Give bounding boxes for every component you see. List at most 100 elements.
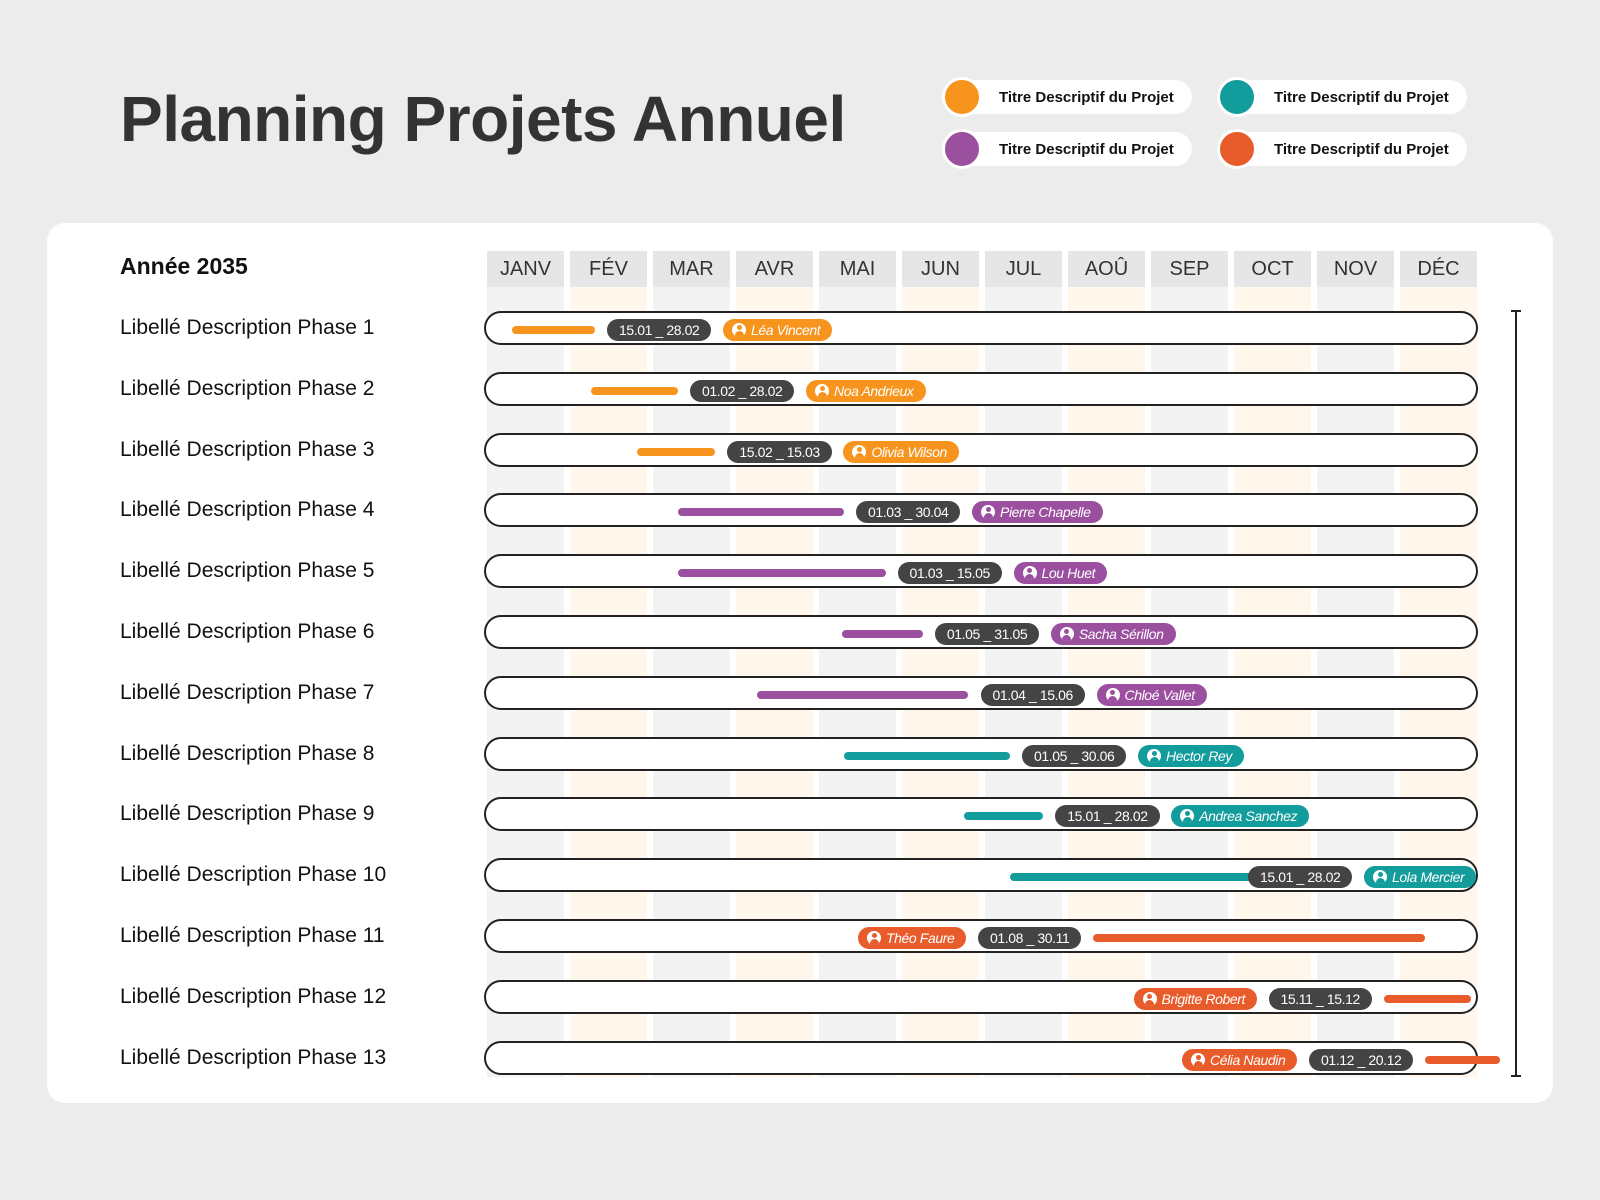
gantt-bar[interactable] [678, 508, 844, 517]
user-icon [981, 505, 995, 520]
assignee-name: Lola Mercier [1392, 869, 1465, 886]
gantt-bar[interactable] [1010, 873, 1255, 882]
assignee-name: Théo Faure [886, 930, 955, 946]
assignee-tag: Andrea Sanchez [1171, 805, 1310, 828]
date-range-tag: 01.05 _ 31.05 [934, 623, 1040, 645]
date-range-tag: 01.04 _ 15.06 [980, 683, 1085, 706]
phase-label: Libellé Description Phase 12 [120, 984, 387, 1008]
month-header: NOV [1317, 251, 1394, 287]
assignee-name: Olivia Wilson [871, 443, 947, 460]
gantt-row[interactable]: 15.01 _ 28.02 Andrea Sanchez [484, 797, 1478, 832]
month-header: MAR [653, 251, 730, 287]
assignee-name: Lou Huet [1041, 565, 1096, 582]
month-header: SEP [1151, 251, 1228, 287]
date-range-tag: 01.02 _ 28.02 [690, 379, 795, 402]
month-header: JANV [487, 251, 564, 287]
gantt-bar[interactable] [1383, 994, 1471, 1003]
page-title: Planning Projets Annuel [120, 83, 846, 155]
gantt-row[interactable]: 15.01 _ 28.02 Lola Mercier [484, 858, 1478, 893]
user-icon [867, 931, 881, 945]
phase-label: Libellé Description Phase 13 [120, 1045, 387, 1069]
phase-label: Libellé Description Phase 4 [120, 498, 375, 522]
gantt-bar[interactable] [590, 386, 678, 395]
user-icon [1059, 627, 1074, 641]
gantt-row[interactable]: 15.11 _ 15.12 Brigitte Robert [484, 979, 1478, 1014]
date-range-tag: 15.01 _ 28.02 [1248, 866, 1353, 889]
phase-label: Libellé Description Phase 11 [120, 924, 385, 947]
legend-label: Titre Descriptif du Projet [999, 88, 1174, 106]
phase-label: Libellé Description Phase 6 [120, 620, 375, 643]
assignee-name: Célia Naudin [1210, 1051, 1286, 1068]
legend-label: Titre Descriptif du Projet [1274, 88, 1449, 106]
legend-item-purple: Titre Descriptif du Projet [942, 129, 1192, 169]
gantt-bar[interactable] [842, 630, 923, 638]
legend-item-red: Titre Descriptif du Projet [1217, 129, 1467, 169]
gantt-bar[interactable] [512, 326, 595, 334]
assignee-name: Sacha Sérillon [1078, 626, 1164, 642]
assignee-tag: Chloé Vallet [1096, 683, 1207, 706]
user-icon [1191, 1052, 1205, 1067]
gantt-row[interactable]: 01.02 _ 28.02 Noa Andrieux [484, 371, 1478, 406]
phase-label: Libellé Description Phase 7 [120, 680, 375, 704]
user-icon [1022, 566, 1037, 581]
scale-cap-top [1511, 310, 1521, 312]
legend-dot-red [1217, 129, 1257, 169]
phase-label: Libellé Description Phase 2 [120, 376, 375, 400]
gantt-bar[interactable] [636, 447, 716, 456]
gantt-row[interactable]: 01.05 _ 30.06 Hector Rey [484, 736, 1478, 771]
legend-label: Titre Descriptif du Projet [999, 140, 1174, 158]
gantt-bar[interactable] [678, 569, 886, 578]
date-range-tag: 15.01 _ 28.02 [1055, 805, 1160, 828]
gantt-bar[interactable] [1093, 934, 1425, 942]
gantt-bar[interactable] [1425, 1055, 1500, 1064]
legend-item-teal: Titre Descriptif du Projet [1217, 77, 1467, 117]
gantt-bar[interactable] [756, 690, 969, 699]
month-header: JUN [902, 251, 979, 287]
assignee-tag: Brigitte Robert [1133, 987, 1257, 1010]
assignee-name: Chloé Vallet [1124, 686, 1196, 703]
month-header: OCT [1234, 251, 1311, 287]
gantt-row[interactable]: 15.02 _ 15.03 Olivia Wilson [484, 432, 1478, 467]
scale-cap-bottom [1511, 1075, 1521, 1077]
legend-dot-purple [942, 129, 982, 169]
date-range-tag: 01.12 _ 20.12 [1309, 1048, 1414, 1071]
date-range-tag: 15.02 _ 15.03 [727, 440, 832, 463]
assignee-tag: Hector Rey [1138, 744, 1245, 767]
gantt-row[interactable]: 01.03 _ 15.05 Lou Huet [484, 554, 1478, 589]
user-icon [1142, 991, 1157, 1006]
gantt-row[interactable]: 01.05 _ 31.05 Sacha Sérillon [484, 615, 1478, 649]
assignee-tag: Célia Naudin [1182, 1048, 1298, 1071]
month-header: AOÛ [1068, 251, 1145, 287]
assignee-tag: Léa Vincent [723, 319, 833, 341]
assignee-tag: Olivia Wilson [843, 440, 959, 463]
gantt-bar[interactable] [964, 812, 1044, 821]
assignee-tag: Sacha Sérillon [1050, 623, 1176, 645]
gantt-row[interactable]: 01.04 _ 15.06 Chloé Vallet [484, 675, 1478, 710]
phase-label: Libellé Description Phase 9 [120, 802, 375, 826]
month-header: AVR [736, 251, 813, 287]
month-header: DÉC [1400, 251, 1477, 287]
gantt-row[interactable]: 01.08 _ 30.11 Théo Faure [484, 919, 1478, 953]
date-range-tag: 15.01 _ 28.02 [607, 319, 712, 341]
legend-item-orange: Titre Descriptif du Projet [942, 77, 1192, 117]
user-icon [1147, 748, 1161, 763]
gantt-row[interactable]: 15.01 _ 28.02 Léa Vincent [484, 311, 1478, 345]
phase-label: Libellé Description Phase 3 [120, 437, 375, 461]
assignee-tag: Pierre Chapelle [972, 501, 1103, 524]
assignee-name: Hector Rey [1166, 747, 1233, 764]
assignee-name: Pierre Chapelle [1000, 504, 1091, 521]
user-icon [815, 383, 829, 398]
gantt-row[interactable]: 01.12 _ 20.12 Célia Naudin [484, 1040, 1500, 1075]
year-label: Année 2035 [120, 253, 248, 279]
assignee-tag: Noa Andrieux [806, 379, 926, 402]
date-range-tag: 01.05 _ 30.06 [1022, 744, 1127, 767]
month-header: FÉV [570, 251, 647, 287]
user-icon [732, 323, 746, 337]
assignee-name: Noa Andrieux [834, 382, 914, 399]
legend-dot-orange [942, 77, 982, 117]
assignee-tag: Théo Faure [858, 927, 967, 949]
date-range-tag: 01.08 _ 30.11 [978, 927, 1082, 949]
gantt-row[interactable]: 01.03 _ 30.04 Pierre Chapelle [484, 493, 1478, 528]
legend: Titre Descriptif du Projet Titre Descrip… [942, 77, 1490, 169]
gantt-bar[interactable] [844, 751, 1010, 760]
